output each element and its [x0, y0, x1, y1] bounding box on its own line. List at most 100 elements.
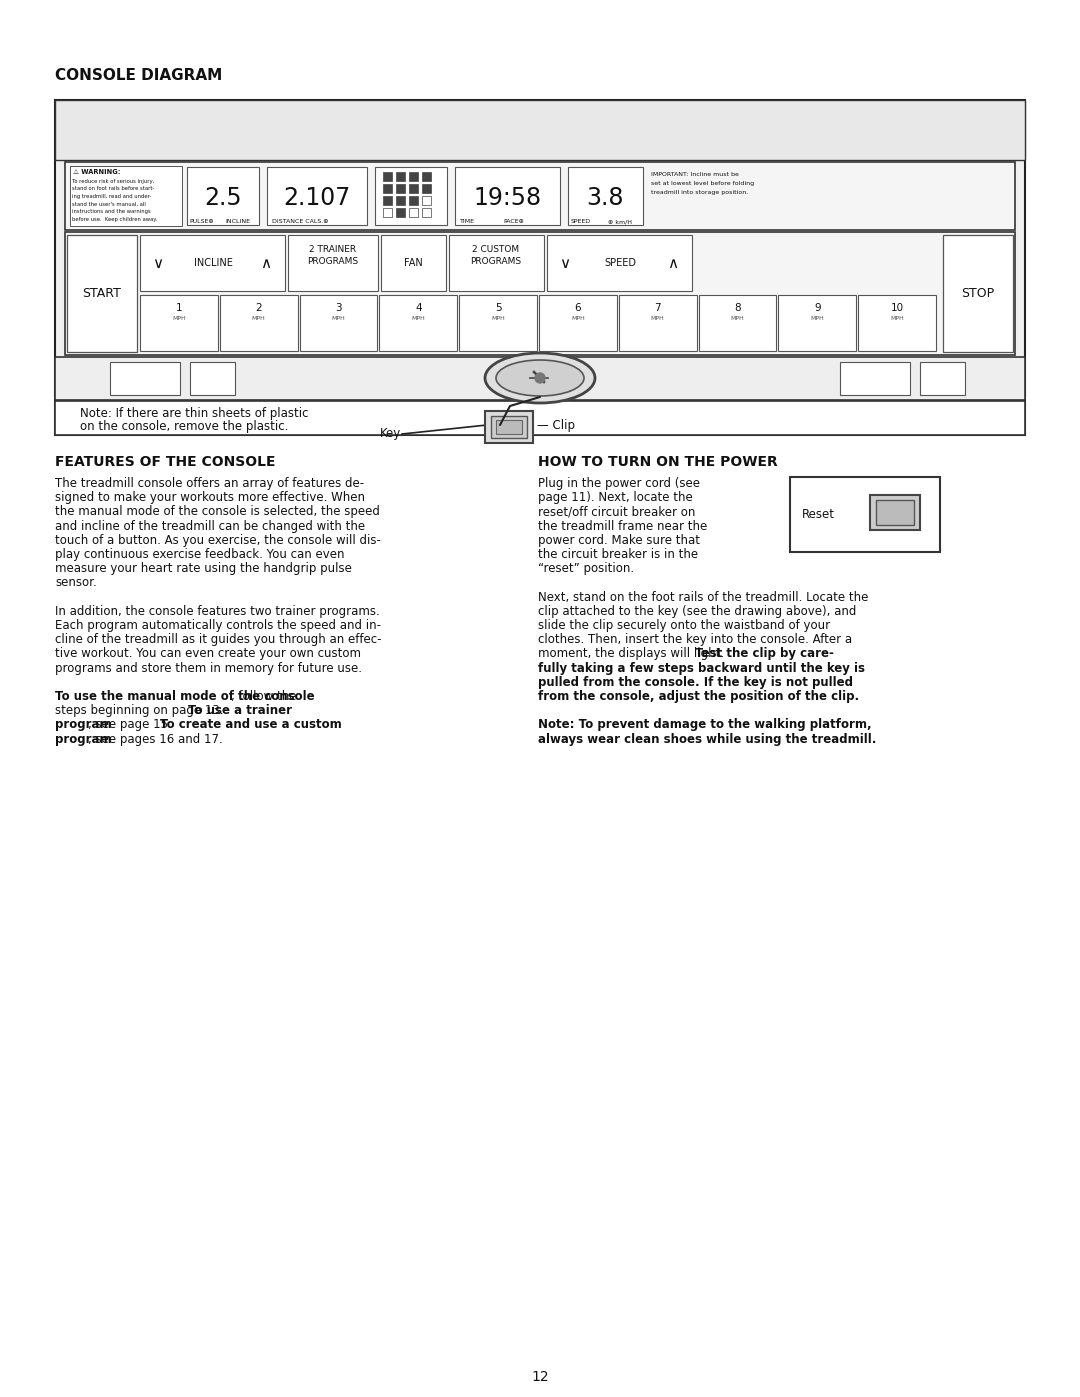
- Text: pulled from the console. If the key is not pulled: pulled from the console. If the key is n…: [538, 676, 853, 689]
- Bar: [65, 162, 1015, 231]
- Text: programs and store them in memory for future use.: programs and store them in memory for fu…: [55, 662, 362, 675]
- Text: Key: Key: [380, 427, 402, 440]
- Bar: [699, 295, 777, 351]
- Bar: [539, 295, 617, 351]
- Text: MPH: MPH: [810, 316, 824, 321]
- Bar: [840, 362, 910, 395]
- Text: page 11). Next, locate the: page 11). Next, locate the: [538, 492, 692, 504]
- Text: , see page 15.: , see page 15.: [89, 718, 176, 732]
- Text: the treadmill frame near the: the treadmill frame near the: [538, 520, 707, 532]
- Bar: [110, 362, 180, 395]
- Text: To create and use a custom: To create and use a custom: [160, 718, 341, 732]
- Bar: [876, 500, 914, 525]
- Text: measure your heart rate using the handgrip pulse: measure your heart rate using the handgr…: [55, 562, 352, 576]
- Text: 1: 1: [176, 303, 183, 313]
- Text: fully taking a few steps backward until the key is: fully taking a few steps backward until …: [538, 662, 865, 675]
- Text: MPH: MPH: [411, 316, 426, 321]
- Text: The treadmill console offers an array of features de-: The treadmill console offers an array of…: [55, 476, 364, 490]
- Bar: [267, 168, 367, 225]
- Text: from the console, adjust the position of the clip.: from the console, adjust the position of…: [538, 690, 859, 703]
- Text: INCLINE: INCLINE: [225, 219, 249, 224]
- Bar: [383, 172, 392, 182]
- Text: program: program: [55, 732, 111, 746]
- Text: MPH: MPH: [571, 316, 584, 321]
- Text: set at lowest level before folding: set at lowest level before folding: [651, 182, 754, 186]
- Bar: [140, 295, 218, 351]
- Text: touch of a button. As you exercise, the console will dis-: touch of a button. As you exercise, the …: [55, 534, 381, 546]
- Text: In addition, the console features two trainer programs.: In addition, the console features two tr…: [55, 605, 380, 617]
- Bar: [396, 208, 405, 217]
- Text: ∧: ∧: [260, 256, 271, 271]
- Bar: [422, 208, 431, 217]
- Text: 3: 3: [335, 303, 341, 313]
- Text: 7: 7: [654, 303, 661, 313]
- Bar: [396, 172, 405, 182]
- Bar: [140, 235, 285, 291]
- Text: MPH: MPH: [651, 316, 664, 321]
- Text: clip attached to the key (see the drawing above), and: clip attached to the key (see the drawin…: [538, 605, 856, 617]
- Bar: [943, 235, 1013, 352]
- Text: 19:58: 19:58: [473, 186, 541, 210]
- Bar: [870, 495, 920, 529]
- Text: IMPORTANT: Incline must be: IMPORTANT: Incline must be: [651, 172, 739, 177]
- Bar: [920, 362, 966, 395]
- Bar: [779, 295, 856, 351]
- Bar: [288, 235, 378, 291]
- Text: SPEED: SPEED: [604, 258, 636, 268]
- Text: ∨: ∨: [559, 256, 570, 271]
- Bar: [422, 196, 431, 205]
- Bar: [55, 358, 1025, 400]
- Text: signed to make your workouts more effective. When: signed to make your workouts more effect…: [55, 492, 365, 504]
- Bar: [568, 168, 643, 225]
- Bar: [455, 168, 561, 225]
- Bar: [65, 232, 1015, 355]
- Bar: [409, 184, 418, 193]
- Bar: [789, 476, 940, 552]
- Bar: [381, 235, 446, 291]
- Text: 9: 9: [814, 303, 821, 313]
- Text: power cord. Make sure that: power cord. Make sure that: [538, 534, 700, 546]
- Text: HOW TO TURN ON THE POWER: HOW TO TURN ON THE POWER: [538, 455, 778, 469]
- Text: FEATURES OF THE CONSOLE: FEATURES OF THE CONSOLE: [55, 455, 275, 469]
- Text: cline of the treadmill as it guides you through an effec-: cline of the treadmill as it guides you …: [55, 633, 381, 647]
- Text: MPH: MPH: [172, 316, 186, 321]
- Text: sensor.: sensor.: [55, 577, 97, 590]
- Bar: [220, 295, 298, 351]
- Bar: [67, 235, 137, 352]
- Text: Note: To prevent damage to the walking platform,: Note: To prevent damage to the walking p…: [538, 718, 872, 732]
- Ellipse shape: [496, 360, 584, 395]
- Text: the circuit breaker is in the: the circuit breaker is in the: [538, 548, 698, 562]
- Text: the manual mode of the console is selected, the speed: the manual mode of the console is select…: [55, 506, 380, 518]
- Text: SPEED: SPEED: [571, 219, 591, 224]
- Text: MPH: MPH: [332, 316, 346, 321]
- Bar: [409, 208, 418, 217]
- Bar: [459, 295, 537, 351]
- Text: START: START: [82, 286, 121, 300]
- Text: , follow the: , follow the: [231, 690, 296, 703]
- Bar: [409, 196, 418, 205]
- Bar: [619, 295, 697, 351]
- Text: ⊕ km/H: ⊕ km/H: [608, 219, 632, 224]
- Text: PULSE⊕: PULSE⊕: [189, 219, 214, 224]
- Text: 4: 4: [415, 303, 421, 313]
- Text: DISTANCE CALS.⊕: DISTANCE CALS.⊕: [272, 219, 328, 224]
- Bar: [379, 295, 457, 351]
- Text: moment, the displays will light.: moment, the displays will light.: [538, 647, 728, 661]
- Text: Next, stand on the foot rails of the treadmill. Locate the: Next, stand on the foot rails of the tre…: [538, 591, 868, 604]
- Text: ⚠ WARNING:: ⚠ WARNING:: [73, 169, 121, 175]
- Text: MPH: MPH: [731, 316, 744, 321]
- Bar: [190, 362, 235, 395]
- Text: stand the user's manual, all: stand the user's manual, all: [72, 201, 146, 207]
- Text: 2.107: 2.107: [283, 186, 351, 210]
- Bar: [859, 295, 936, 351]
- Text: 8: 8: [734, 303, 741, 313]
- Bar: [409, 172, 418, 182]
- Text: Reset: Reset: [802, 507, 835, 521]
- Text: MPH: MPH: [890, 316, 904, 321]
- Text: reset/off circuit breaker on: reset/off circuit breaker on: [538, 506, 696, 518]
- Text: PACE⊕: PACE⊕: [503, 219, 524, 224]
- Text: 12: 12: [531, 1370, 549, 1384]
- Text: PROGRAMS: PROGRAMS: [471, 257, 522, 265]
- Text: FAN: FAN: [404, 258, 422, 268]
- Circle shape: [535, 373, 545, 383]
